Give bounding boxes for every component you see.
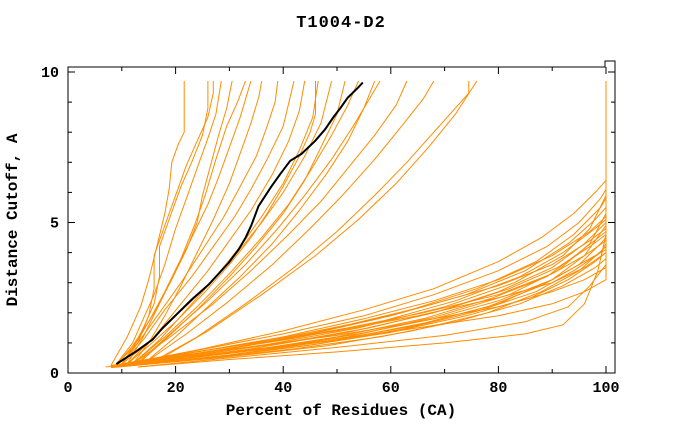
model-curve-46 [137,252,607,368]
model-curve-8 [121,81,209,365]
model-curve-42 [116,147,607,368]
y-tick-label: 5 [50,216,59,233]
model-curve-20 [143,80,435,365]
model-curve-39 [127,237,607,366]
model-curve-45 [132,174,607,365]
model-curve-16 [132,80,359,365]
model-curve-7 [132,80,263,365]
x-tick-label: 60 [382,380,400,397]
y-axis-title: Distance Cutoff, A [4,133,22,306]
highlight-curve [115,81,364,365]
model-curve-11 [126,80,306,365]
x-tick-label: 100 [592,380,619,397]
x-tick-label: 20 [167,380,185,397]
model-curve-19 [132,80,408,365]
model-curve-22 [153,80,478,363]
x-tick-label: 40 [274,380,292,397]
model-curve-34 [127,207,607,366]
x-tick-label: 0 [63,380,72,397]
y-tick-label: 10 [41,65,59,82]
model-curve-2 [116,80,222,365]
x-tick-label: 80 [489,380,507,397]
model-curve-41 [137,222,607,365]
model-curve-17 [142,80,376,365]
model-curve-12 [132,80,319,365]
model-curve-35 [132,198,607,365]
model-curve-36 [110,258,607,369]
model-curve-1 [110,81,185,366]
model-curve-9 [116,80,279,365]
model-curve-3 [121,80,233,365]
model-curve-40 [132,231,607,366]
x-axis-title: Percent of Residues (CA) [226,402,456,420]
model-curve-21 [148,81,470,365]
model-curve-44 [127,213,607,366]
model-curve-28 [121,114,607,366]
model-curve-30 [127,180,607,365]
chart-title: T1004-D2 [296,14,386,33]
model-curve-15 [126,81,316,365]
model-curve-10 [121,80,295,365]
model-curve-29 [121,81,607,365]
y-tick-label: 0 [50,366,59,383]
model-curve-18 [137,80,381,363]
model-curve-47 [137,210,607,368]
model-curve-6 [126,80,252,365]
